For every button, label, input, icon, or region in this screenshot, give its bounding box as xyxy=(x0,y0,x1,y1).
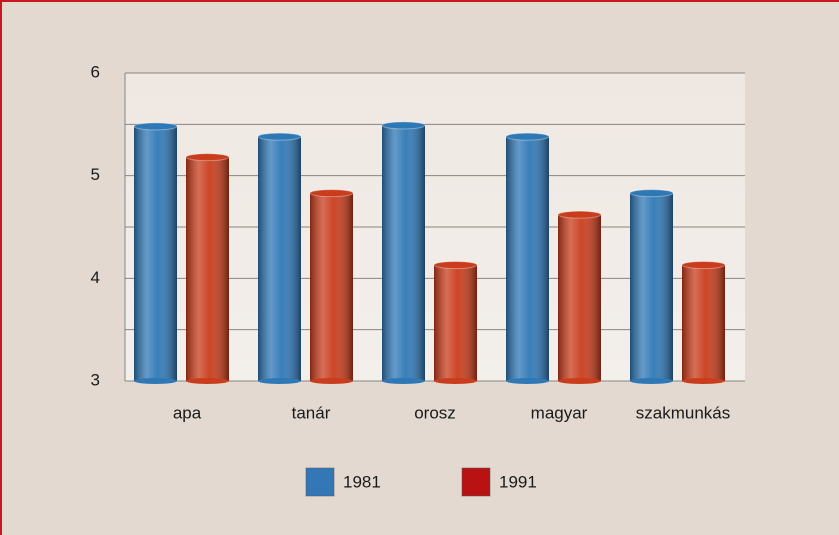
y-tick-label: 4 xyxy=(91,268,100,287)
legend-label: 1991 xyxy=(499,472,537,491)
bar-base xyxy=(506,378,549,384)
y-tick-label: 5 xyxy=(91,165,100,184)
bar-base xyxy=(310,378,353,384)
plot: 3 4 5 6 apa tanár orosz magyar szakmunkás 1981 199… xyxy=(91,62,745,497)
bar-cap xyxy=(433,260,478,269)
bar-shade xyxy=(558,214,601,381)
bar-base xyxy=(134,378,177,384)
legend-label: 1981 xyxy=(343,472,381,491)
bar-cap xyxy=(681,260,726,269)
bar-cap xyxy=(557,210,602,219)
legend-swatch xyxy=(461,467,491,497)
bar-base xyxy=(630,378,673,384)
bar-base xyxy=(258,378,301,384)
bar-cap xyxy=(257,132,302,141)
bar-base xyxy=(186,378,229,384)
bar-shade xyxy=(134,126,177,382)
x-tick-label: apa xyxy=(173,403,202,422)
y-tick-label: 3 xyxy=(91,370,100,389)
x-tick-label: orosz xyxy=(414,403,456,422)
x-tick-label: szakmunkás xyxy=(636,403,730,422)
bar-cap xyxy=(505,132,550,141)
bar-shade xyxy=(630,193,673,381)
bar-shade xyxy=(310,193,353,381)
bar-shade xyxy=(258,136,301,381)
bar-cap xyxy=(309,189,354,198)
bar-cap xyxy=(629,189,674,198)
bar-shade xyxy=(682,264,725,381)
x-tick-label: magyar xyxy=(531,403,588,422)
bar-cap xyxy=(133,122,178,131)
bar-base xyxy=(682,378,725,384)
x-tick-label: tanár xyxy=(292,403,331,422)
bar-base xyxy=(558,378,601,384)
legend-swatch xyxy=(305,467,335,497)
bar-shade xyxy=(506,136,549,381)
bar-base xyxy=(434,378,477,384)
bar-shade xyxy=(186,157,229,381)
bar-shade xyxy=(434,264,477,381)
bar-shade xyxy=(382,125,425,381)
bar-base xyxy=(382,378,425,384)
bar-cap xyxy=(381,121,426,130)
y-tick-label: 6 xyxy=(91,62,100,81)
bar-cap xyxy=(185,153,230,162)
